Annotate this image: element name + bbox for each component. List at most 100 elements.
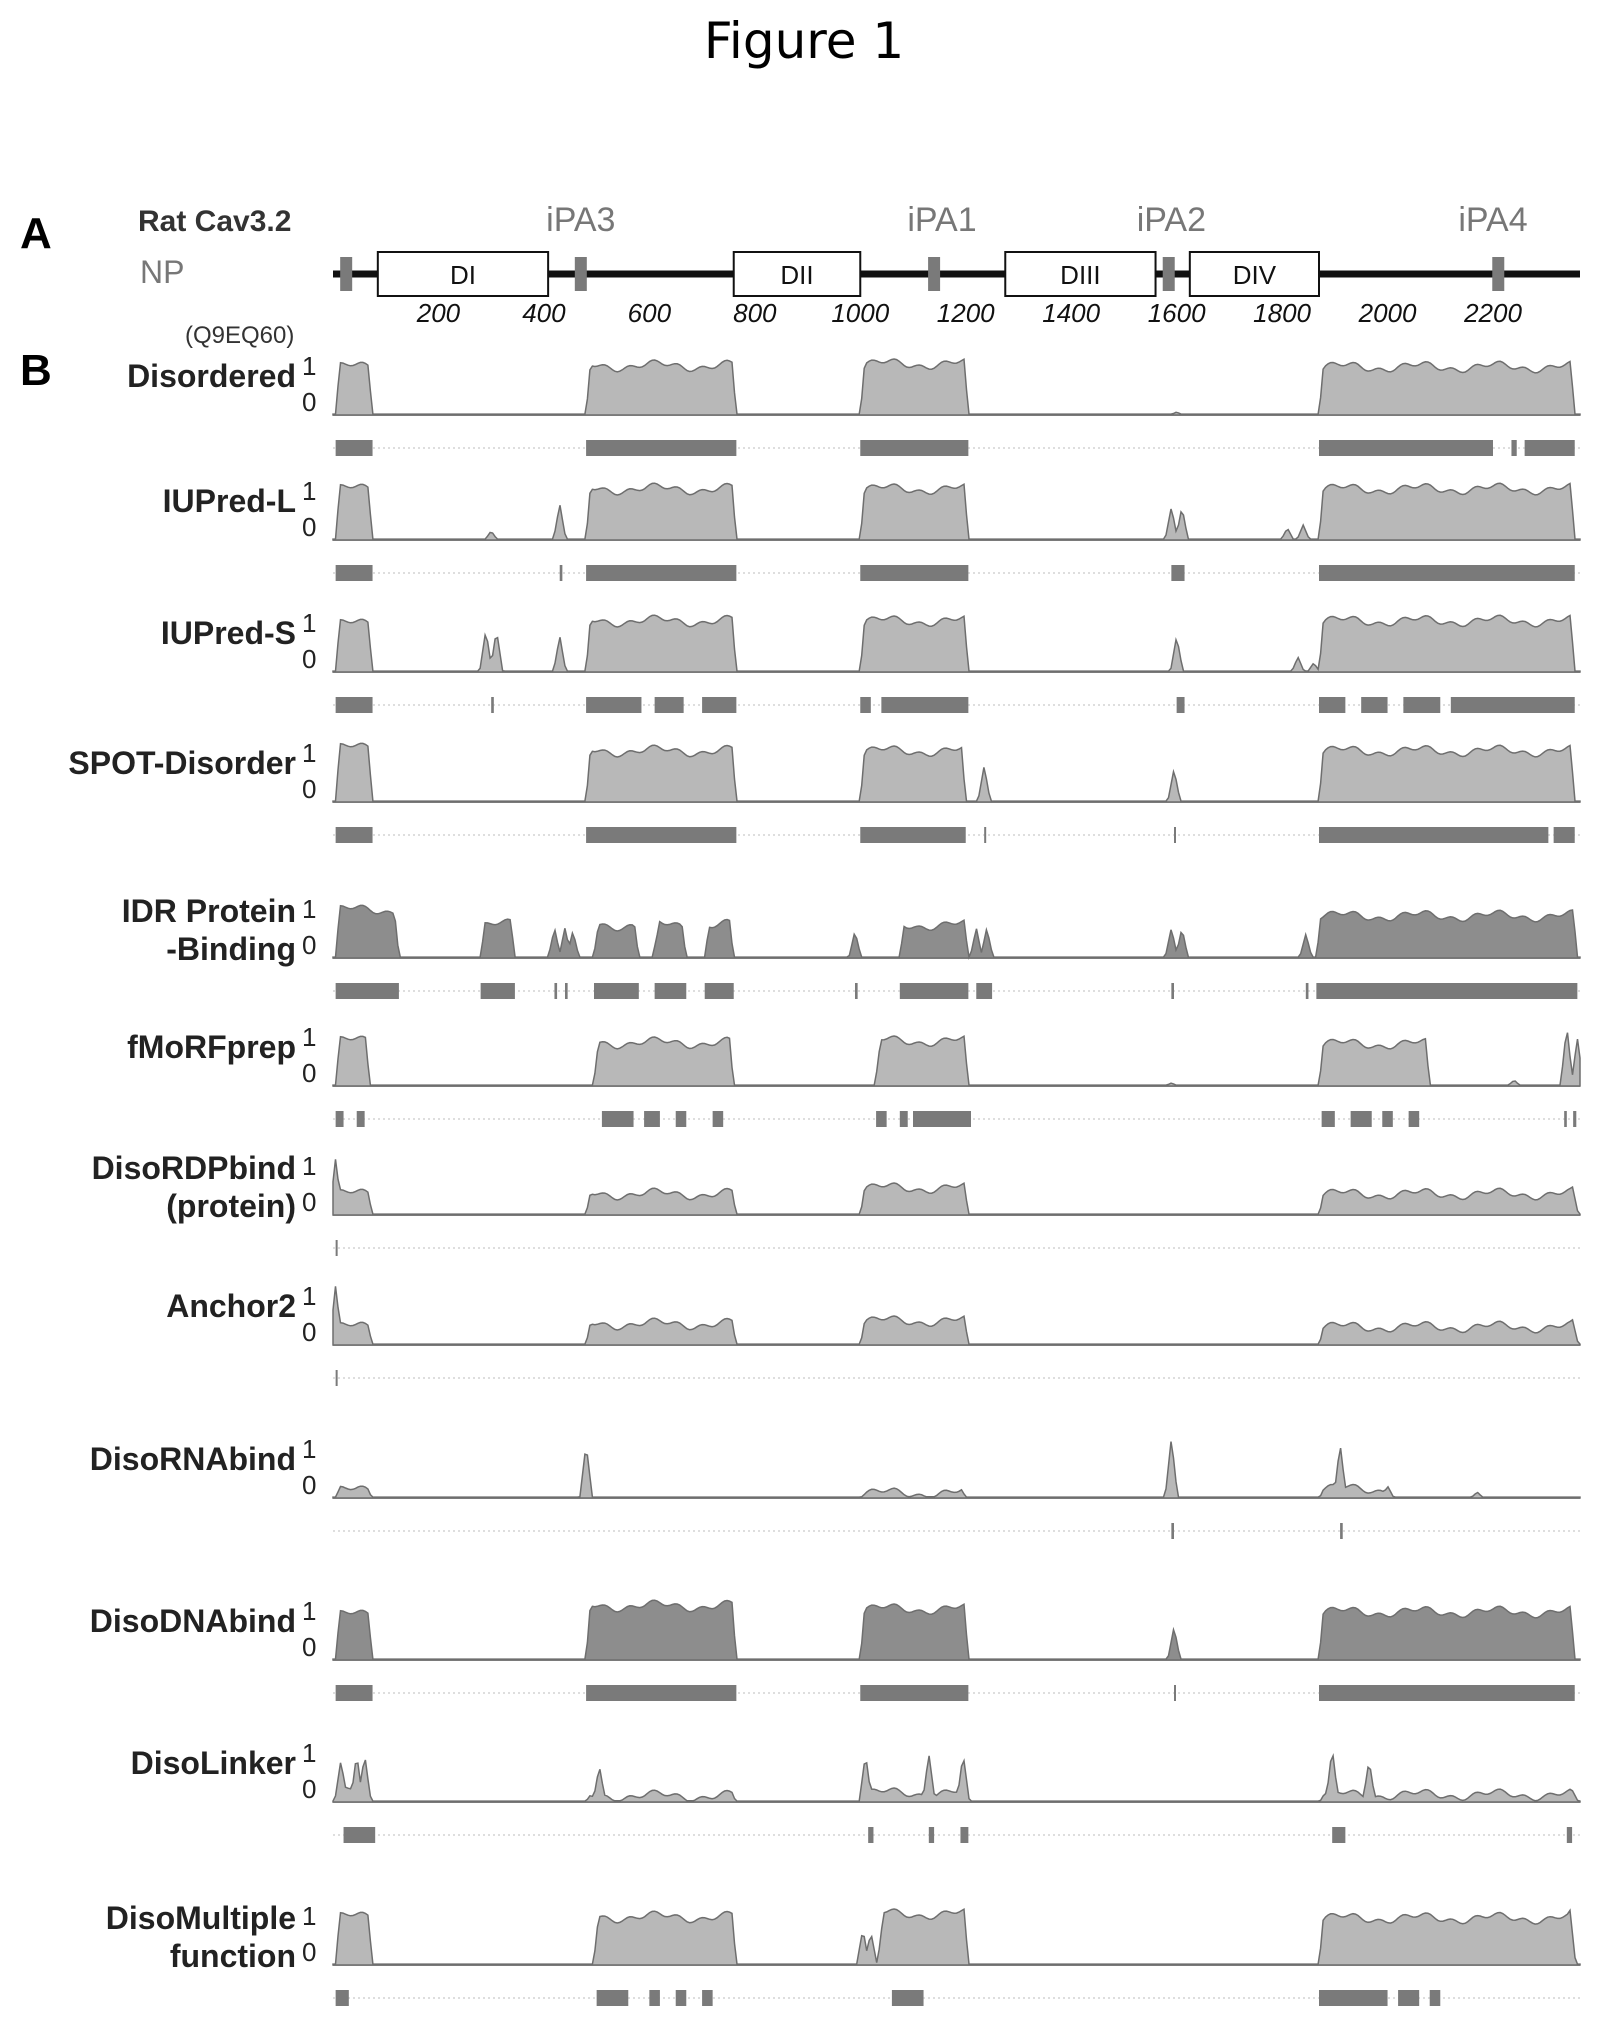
x-tick-label: 1400 — [1042, 298, 1100, 328]
peptide-label-ipa4: iPA4 — [1458, 201, 1527, 239]
prediction-bar — [1361, 697, 1388, 713]
disorder-profile-area — [332, 482, 1581, 541]
track-label: IUPred-S — [161, 615, 296, 651]
prediction-bar — [1429, 1990, 1441, 2006]
domain-label-dii: DII — [780, 260, 813, 290]
x-tick-label: 2000 — [1358, 298, 1417, 328]
prediction-bar — [1350, 1111, 1372, 1127]
prediction-bar — [876, 1111, 887, 1127]
disorder-profile-area — [332, 357, 1581, 416]
y-tick-top: 1 — [302, 351, 316, 381]
prediction-bar — [1176, 697, 1185, 713]
prediction-bar — [1305, 983, 1309, 999]
prediction-bar — [712, 1111, 724, 1127]
track-disornabind: DisoRNAbind 1 0 — [90, 1434, 1581, 1539]
prediction-bar — [1511, 440, 1517, 456]
track-disodnabind: DisoDNAbind 1 0 — [90, 1596, 1581, 1701]
prediction-bar — [586, 697, 642, 713]
domain-box-di — [376, 251, 550, 297]
prediction-bar — [702, 697, 737, 713]
disorder-profile-area — [332, 904, 1581, 960]
y-tick-top: 1 — [302, 1022, 316, 1052]
prediction-bar — [1553, 827, 1575, 843]
track-label: (protein) — [166, 1188, 296, 1224]
prediction-bar — [1316, 983, 1578, 999]
y-tick-top: 1 — [302, 1738, 316, 1768]
y-tick-bottom: 0 — [302, 644, 316, 674]
disorder-profile-area — [332, 1286, 1581, 1346]
disorder-profile-area — [332, 1907, 1581, 1966]
x-tick-label: 400 — [522, 298, 566, 328]
y-tick-bottom: 0 — [302, 1470, 316, 1500]
figure-title: Figure 1 — [704, 12, 904, 70]
y-tick-top: 1 — [302, 1434, 316, 1464]
y-tick-bottom: 0 — [302, 774, 316, 804]
track-disordpbind-protein: DisoRDPbind(protein)1 0 — [92, 1150, 1581, 1256]
protein-subtitle: NP — [140, 254, 184, 290]
prediction-bar — [335, 1370, 338, 1386]
peptide-marker — [340, 257, 353, 291]
track-label: DisoMultiple — [106, 1900, 296, 1936]
prediction-bar — [1564, 1111, 1567, 1127]
prediction-bar — [855, 983, 858, 999]
prediction-bar — [976, 983, 993, 999]
prediction-bar — [335, 565, 373, 581]
track-label: IUPred-L — [163, 483, 296, 519]
x-tick-label: 600 — [628, 298, 672, 328]
track-label: Anchor2 — [166, 1288, 296, 1324]
prediction-bar — [702, 1990, 713, 2006]
prediction-bar — [356, 1111, 365, 1127]
prediction-bar — [649, 1990, 660, 2006]
track-disordered: Disordered 1 0 — [127, 351, 1581, 456]
prediction-bar — [335, 983, 399, 999]
prediction-bar — [586, 565, 737, 581]
domain-box-dii — [732, 251, 862, 297]
prediction-bar — [1171, 983, 1174, 999]
prediction-bar — [601, 1111, 634, 1127]
track-iupred-l: IUPred-L 1 0 — [163, 476, 1581, 581]
disorder-profile-area — [332, 1032, 1581, 1087]
domain-box-div — [1188, 251, 1321, 297]
prediction-bar — [881, 697, 969, 713]
x-tick-label: 800 — [733, 298, 777, 328]
prediction-bar — [1450, 697, 1575, 713]
prediction-bar — [335, 1990, 349, 2006]
prediction-bar — [868, 1827, 874, 1843]
track-label: fMoRFprep — [127, 1029, 296, 1065]
track-iupred-s: IUPred-S 1 0 — [161, 608, 1581, 713]
prediction-bar — [335, 697, 373, 713]
y-tick-top: 1 — [302, 1151, 316, 1181]
prediction-bar — [913, 1111, 971, 1127]
prediction-bar — [1319, 1990, 1388, 2006]
prediction-bar — [860, 565, 969, 581]
prediction-bar — [1319, 440, 1493, 456]
disorder-profile-area — [332, 1159, 1581, 1216]
prediction-bar — [860, 440, 969, 456]
prediction-bar — [335, 1685, 373, 1701]
domain-map: DI DII DIII DIV iPA3 iPA1 iPA2 iPA4 200 400 600 800… — [333, 201, 1580, 328]
prediction-bar — [654, 697, 684, 713]
prediction-bar — [565, 983, 568, 999]
x-tick-label: 1600 — [1148, 298, 1206, 328]
domain-label-div: DIV — [1233, 260, 1277, 290]
prediction-bar — [559, 565, 563, 581]
prediction-bar — [594, 983, 639, 999]
prediction-bar — [596, 1990, 629, 2006]
y-tick-top: 1 — [302, 608, 316, 638]
y-tick-top: 1 — [302, 1596, 316, 1626]
track-label: function — [170, 1938, 296, 1974]
protein-name: Rat Cav3.2 — [138, 205, 291, 238]
prediction-bar — [860, 827, 966, 843]
prediction-bar — [1171, 1523, 1174, 1539]
prediction-bar — [1398, 1990, 1420, 2006]
track-label: IDR Protein — [122, 893, 296, 929]
prediction-bar — [1566, 1827, 1573, 1843]
prediction-bar — [335, 827, 373, 843]
x-tick-label: 2200 — [1463, 298, 1522, 328]
y-tick-bottom: 0 — [302, 1632, 316, 1662]
disorder-profile-area — [332, 1599, 1581, 1661]
prediction-bar — [891, 1990, 924, 2006]
